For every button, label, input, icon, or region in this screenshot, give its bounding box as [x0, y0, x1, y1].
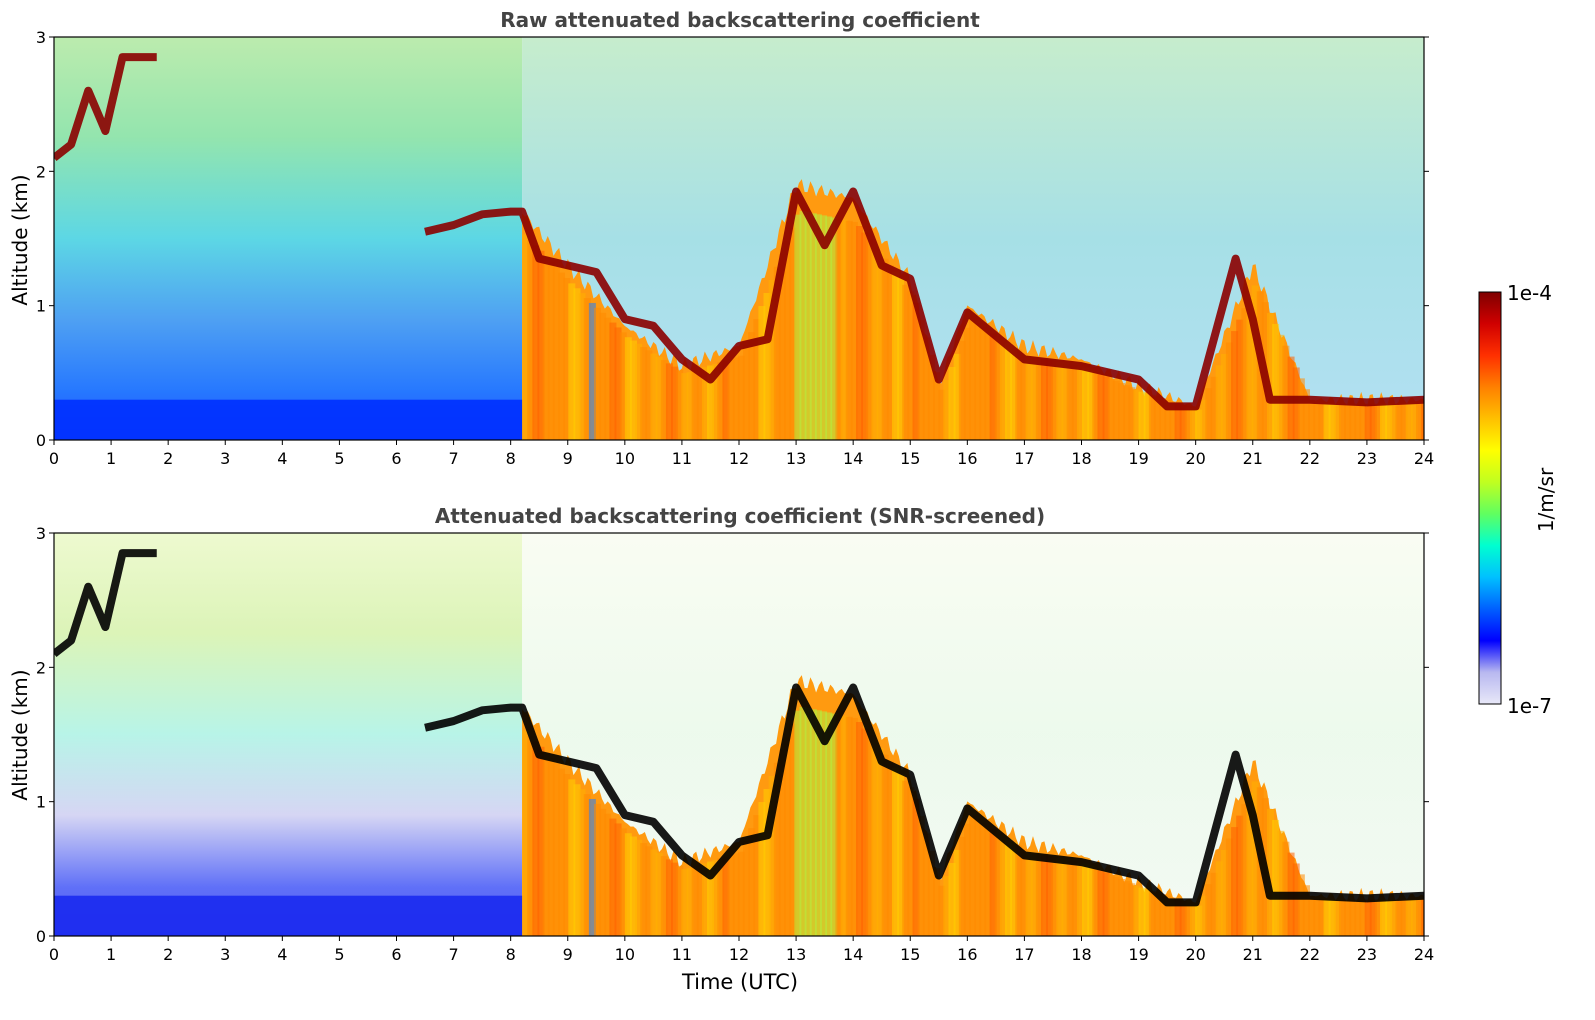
x-tick-label: 12	[729, 945, 749, 964]
x-tick-label: 3	[220, 449, 230, 468]
colorbar-max-label: 1e-4	[1507, 281, 1552, 305]
x-tick-label: 14	[843, 449, 863, 468]
heatmap-raw: 0 1 2 3 4 5 6 7 8 9 10 11 12 13 14 15 16 17 18 19 20 21 22 23 24…	[36, 28, 1434, 468]
chart-title-raw: Raw attenuated backscattering coefficien…	[500, 8, 980, 32]
x-tick-label: 24	[1414, 945, 1434, 964]
x-tick-label: 3	[220, 945, 230, 964]
x-tick-label: 20	[1185, 945, 1205, 964]
y-tick-label: 2	[36, 658, 46, 677]
colorbar-gradient	[1478, 291, 1502, 705]
x-tick-label: 9	[563, 945, 573, 964]
x-tick-label: 12	[729, 449, 749, 468]
x-tick-label: 10	[615, 449, 635, 468]
x-tick-label: 23	[1357, 449, 1377, 468]
x-tick-label: 8	[506, 449, 516, 468]
x-tick-label: 21	[1243, 449, 1263, 468]
x-tick-label: 13	[786, 449, 806, 468]
x-tick-label: 2	[163, 945, 173, 964]
x-tick-label: 16	[957, 449, 977, 468]
y-tick-label: 1	[36, 297, 46, 316]
x-tick-label: 11	[672, 945, 692, 964]
x-tick-label: 8	[506, 945, 516, 964]
x-tick-label: 17	[1014, 945, 1034, 964]
x-tick-label: 11	[672, 449, 692, 468]
x-tick-label: 6	[391, 945, 401, 964]
y-tick-label: 2	[36, 162, 46, 181]
colorbar-min-label: 1e-7	[1507, 694, 1552, 718]
x-tick-label: 6	[391, 449, 401, 468]
x-axis-label: Time (UTC)	[681, 970, 799, 994]
x-tick-label: 18	[1071, 945, 1091, 964]
x-tick-label: 17	[1014, 449, 1034, 468]
x-tick-label: 15	[900, 945, 920, 964]
x-tick-label: 7	[448, 449, 458, 468]
x-tick-label: 2	[163, 449, 173, 468]
x-tick-label: 19	[1128, 945, 1148, 964]
x-tick-label: 13	[786, 945, 806, 964]
boundary-layer-top-line	[424, 683, 1424, 907]
colorbar	[1478, 291, 1502, 705]
chart-title-snr: Attenuated backscattering coefficient (S…	[434, 504, 1046, 528]
x-tick-label: 7	[448, 945, 458, 964]
y-tick-label: 3	[36, 524, 46, 543]
x-tick-label: 16	[957, 945, 977, 964]
colorbar-unit-label: 1/m/sr	[1534, 467, 1558, 533]
x-tick-label: 4	[277, 449, 287, 468]
x-tick-label: 19	[1128, 449, 1148, 468]
x-tick-label: 0	[49, 449, 59, 468]
heatmap-snr: 0 1 2 3 4 5 6 7 8 9 10 11 12 13 14 15 16 17 18 19 20 21 22 23 24…	[36, 524, 1434, 964]
x-tick-label: 15	[900, 449, 920, 468]
x-tick-label: 1	[106, 945, 116, 964]
x-tick-label: 23	[1357, 945, 1377, 964]
boundary-layer-top-line	[424, 187, 1424, 411]
x-tick-label: 14	[843, 945, 863, 964]
x-tick-label: 1	[106, 449, 116, 468]
x-tick-label: 0	[49, 945, 59, 964]
x-tick-label: 21	[1243, 945, 1263, 964]
y-tick-label: 0	[36, 431, 46, 450]
boundary-layer-top-line	[54, 549, 157, 658]
near-surface-layer	[54, 895, 523, 936]
x-tick-label: 4	[277, 945, 287, 964]
x-tick-label: 5	[334, 449, 344, 468]
y-tick-label: 1	[36, 793, 46, 812]
x-tick-label: 24	[1414, 449, 1434, 468]
x-tick-label: 20	[1185, 449, 1205, 468]
x-tick-label: 9	[563, 449, 573, 468]
x-tick-label: 22	[1300, 945, 1320, 964]
x-tick-label: 18	[1071, 449, 1091, 468]
x-tick-label: 5	[334, 945, 344, 964]
near-surface-layer	[54, 399, 523, 440]
x-tick-label: 10	[615, 945, 635, 964]
y-tick-label: 0	[36, 927, 46, 946]
boundary-layer-top-line	[54, 53, 157, 162]
y-tick-label: 3	[36, 28, 46, 47]
heatmap-field	[54, 37, 1424, 440]
heatmap-field	[54, 533, 1424, 936]
x-tick-label: 22	[1300, 449, 1320, 468]
